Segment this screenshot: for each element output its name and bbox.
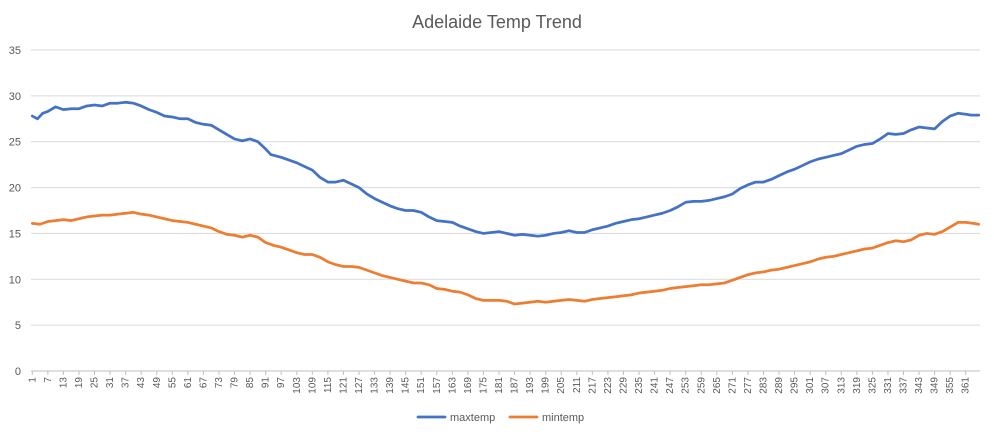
x-tick-label-205: 205 [556,377,567,394]
x-tick-label-67: 67 [198,377,209,389]
x-tick-label-25: 25 [90,377,101,389]
series-lines [30,100,981,306]
series-line-maxtemp [30,100,981,238]
series-line-mintemp [30,210,981,306]
x-tick-label-289: 289 [774,377,785,394]
chart-title: Adelaide Temp Trend [412,12,582,32]
x-tick-label-361: 361 [961,377,972,394]
x-tick-label-217: 217 [587,377,598,394]
x-tick-label-313: 313 [836,377,847,394]
x-tick-label-247: 247 [665,377,676,394]
y-tick-label-15: 15 [9,228,21,240]
x-tick-label-301: 301 [805,377,816,394]
x-tick-label-229: 229 [618,377,629,394]
x-tick-label-133: 133 [370,377,381,394]
x-tick-label-349: 349 [930,377,941,394]
x-tick-label-43: 43 [136,377,147,389]
x-tick-label-337: 337 [899,377,910,394]
x-tick-label-271: 271 [727,377,738,394]
y-tick-label-35: 35 [9,45,21,57]
legend-label-mintemp: mintemp [542,412,584,424]
y-tick-label-25: 25 [9,137,21,149]
x-tick-label-181: 181 [494,377,505,394]
x-tick-label-151: 151 [416,377,427,394]
x-tick-label-13: 13 [58,377,69,389]
x-tick-label-163: 163 [447,377,458,394]
gridlines [31,49,980,326]
x-tick-label-91: 91 [261,377,272,389]
x-tick-label-193: 193 [525,377,536,394]
x-tick-label-7: 7 [43,377,54,383]
x-tick-label-175: 175 [478,377,489,394]
x-tick-label-259: 259 [696,377,707,394]
x-tick-label-283: 283 [758,377,769,394]
y-tick-label-20: 20 [9,183,21,195]
y-tick-label-30: 30 [9,91,21,103]
y-tick-label-5: 5 [15,320,21,332]
x-tick-label-307: 307 [821,377,832,394]
x-tick-label-31: 31 [105,377,116,389]
x-tick-label-157: 157 [432,377,443,394]
x-tick-label-61: 61 [183,377,194,389]
x-tick-label-55: 55 [167,377,178,389]
x-tick-label-127: 127 [354,377,365,394]
x-tick-label-37: 37 [121,377,132,389]
x-tick-label-139: 139 [385,377,396,394]
x-tick-label-199: 199 [541,377,552,394]
y-tick-label-0: 0 [15,366,21,378]
x-tick-label-109: 109 [307,377,318,394]
y-axis: 0 5 10 15 20 25 30 35 [9,45,21,378]
legend: maxtemp mintemp [416,412,584,424]
x-tick-label-223: 223 [603,377,614,394]
x-tick-label-241: 241 [650,377,661,394]
x-tick-label-253: 253 [681,377,692,394]
x-tick-label-325: 325 [867,377,878,394]
x-axis: 1 7 13 19 25 31 37 43 49 55 61 67 73 79 85 91 97 103 109 11… [27,370,980,394]
x-tick-label-103: 103 [292,377,303,394]
x-tick-label-235: 235 [634,377,645,394]
x-tick-label-295: 295 [790,377,801,394]
legend-label-maxtemp: maxtemp [450,412,495,424]
x-tick-label-211: 211 [572,377,583,393]
x-tick-label-85: 85 [245,377,256,389]
x-tick-label-187: 187 [510,377,521,394]
x-tick-label-355: 355 [945,377,956,394]
x-tick-label-319: 319 [852,377,863,394]
x-tick-label-19: 19 [74,377,85,389]
x-tick-label-343: 343 [914,377,925,394]
x-tick-label-331: 331 [883,377,894,394]
x-tick-label-73: 73 [214,377,225,389]
x-tick-label-1: 1 [27,377,38,383]
x-tick-label-115: 115 [323,377,334,393]
x-tick-label-265: 265 [712,377,723,394]
x-tick-label-79: 79 [230,377,241,389]
x-tick-label-145: 145 [401,377,412,394]
x-tick-label-169: 169 [463,377,474,394]
x-tick-label-97: 97 [276,377,287,389]
x-tick-label-277: 277 [743,377,754,394]
x-tick-label-49: 49 [152,377,163,389]
y-tick-label-10: 10 [9,274,21,286]
x-tick-label-121: 121 [338,377,349,394]
